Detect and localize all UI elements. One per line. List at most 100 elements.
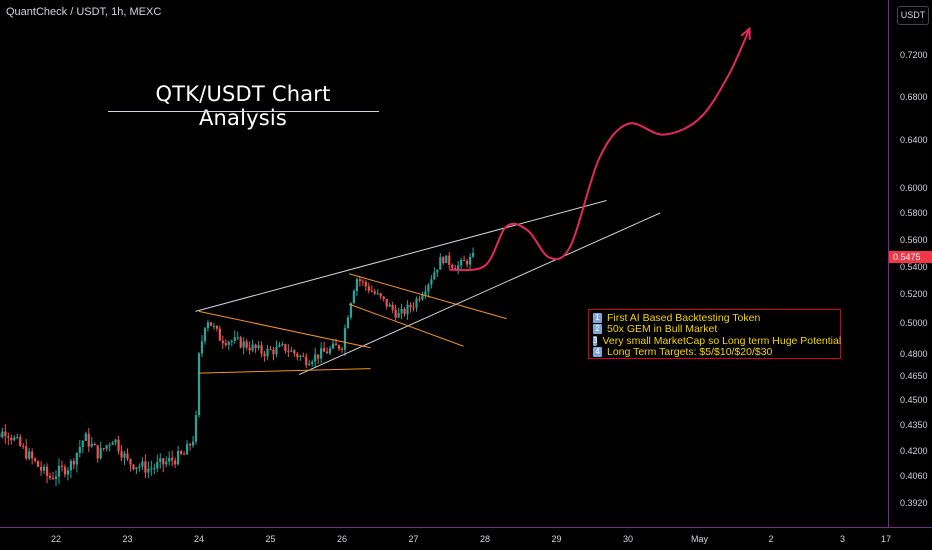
candle-body bbox=[248, 347, 251, 351]
analysis-notes-box[interactable]: 1 First AI Based Backtesting Token 2 50x… bbox=[588, 309, 841, 359]
candle-body bbox=[84, 433, 87, 441]
candle-body bbox=[138, 466, 141, 468]
candle-body bbox=[209, 322, 213, 326]
candle-body bbox=[373, 291, 376, 294]
candle-body bbox=[328, 348, 332, 354]
note-item: 1 First AI Based Backtesting Token bbox=[593, 312, 836, 324]
candle-body bbox=[19, 436, 22, 446]
candle-body bbox=[144, 461, 147, 473]
candle-body bbox=[13, 437, 16, 441]
candle-body bbox=[165, 461, 168, 465]
candle-body bbox=[418, 298, 421, 300]
candle-body bbox=[147, 468, 150, 473]
trendline-wedge-top bbox=[195, 200, 607, 312]
candle-body bbox=[403, 308, 406, 315]
price-tick-label: 0.6400 bbox=[900, 135, 928, 145]
price-axis-divider bbox=[888, 0, 889, 527]
candle-body bbox=[194, 415, 198, 442]
price-tick-label: 0.4650 bbox=[900, 371, 928, 381]
candle-body bbox=[212, 325, 215, 327]
candle-body bbox=[275, 346, 278, 355]
candle-body bbox=[239, 337, 242, 348]
candle-body bbox=[358, 279, 361, 282]
currency-button[interactable]: USDT bbox=[897, 6, 929, 25]
candle-body bbox=[442, 257, 445, 264]
candle-body bbox=[296, 353, 299, 357]
price-tick-label: 0.5200 bbox=[900, 289, 928, 299]
current-price-badge: 0.5475 bbox=[889, 250, 932, 263]
candle-body bbox=[415, 298, 418, 308]
time-axis-divider bbox=[0, 527, 932, 528]
note-item: 4 Long Term Targets: $5/$10/$20/$30 bbox=[593, 346, 836, 358]
candle-body bbox=[287, 351, 290, 353]
time-tick-label: 29 bbox=[551, 534, 561, 544]
trendline-wedge-bottom bbox=[298, 212, 661, 375]
candle-body bbox=[326, 351, 329, 354]
candle-body bbox=[185, 444, 189, 455]
candle-body bbox=[63, 466, 67, 475]
candle-body bbox=[117, 439, 120, 452]
candle-body bbox=[78, 446, 81, 453]
price-tick-label: 0.5000 bbox=[900, 318, 928, 328]
trendline-flag2-top bbox=[349, 273, 507, 320]
candle-body bbox=[257, 345, 260, 349]
candle-body bbox=[25, 446, 28, 459]
projection-curve bbox=[449, 28, 751, 272]
candle-body bbox=[93, 443, 96, 446]
candle-body bbox=[311, 361, 314, 364]
candle-body bbox=[460, 259, 463, 266]
price-tick-label: 0.5600 bbox=[900, 235, 928, 245]
candle-body bbox=[236, 337, 239, 339]
candle-body bbox=[305, 356, 308, 366]
time-tick-label: 27 bbox=[408, 534, 418, 544]
trendline-flag1-top bbox=[198, 310, 371, 349]
candle-body bbox=[129, 458, 132, 465]
candle-body bbox=[66, 470, 70, 475]
candle-body bbox=[180, 450, 183, 454]
candle-body bbox=[188, 444, 192, 446]
candle-body bbox=[412, 307, 415, 309]
time-tick-label: 24 bbox=[194, 534, 204, 544]
title-underline bbox=[108, 111, 379, 112]
note-item: 2 50x GEM in Bull Market bbox=[593, 323, 836, 335]
candle-body bbox=[177, 450, 180, 465]
price-tick-label: 0.4800 bbox=[900, 349, 928, 359]
candle-body bbox=[218, 328, 221, 341]
candle-body bbox=[42, 466, 46, 471]
candle-body bbox=[224, 343, 227, 345]
candle-body bbox=[469, 256, 472, 265]
candle-body bbox=[156, 462, 159, 468]
price-tick-label: 0.6800 bbox=[900, 92, 928, 102]
candle-body bbox=[433, 272, 436, 280]
trendlines-layer bbox=[195, 200, 661, 375]
candle-body bbox=[135, 467, 138, 470]
candle-body bbox=[141, 461, 144, 467]
time-tick-label: 26 bbox=[337, 534, 347, 544]
candle-body bbox=[7, 436, 10, 438]
candle-body bbox=[382, 296, 385, 299]
time-tick-label: 2 bbox=[768, 534, 773, 544]
projection-arrowhead bbox=[740, 26, 751, 40]
candle-body bbox=[308, 363, 311, 366]
candle-body bbox=[430, 279, 433, 285]
candle-body bbox=[290, 350, 293, 352]
candle-body bbox=[346, 317, 350, 329]
candle-body bbox=[174, 460, 177, 465]
candle-body bbox=[451, 264, 454, 268]
note-number: 3 bbox=[593, 335, 598, 346]
candle-body bbox=[394, 309, 397, 318]
candle-body bbox=[57, 465, 61, 477]
candle-body bbox=[421, 294, 424, 300]
candle-body bbox=[463, 259, 466, 262]
candle-body bbox=[337, 345, 341, 349]
candle-body bbox=[245, 341, 248, 348]
candle-body bbox=[126, 453, 129, 459]
candle-body bbox=[391, 304, 394, 310]
candle-body bbox=[111, 442, 114, 445]
candle-body bbox=[105, 445, 108, 449]
price-tick-label: 0.4350 bbox=[900, 420, 928, 430]
time-tick-label: 22 bbox=[51, 534, 61, 544]
symbol-header[interactable]: QuantCheck / USDT, 1h, MEXC bbox=[6, 6, 162, 18]
candle-body bbox=[99, 448, 102, 459]
